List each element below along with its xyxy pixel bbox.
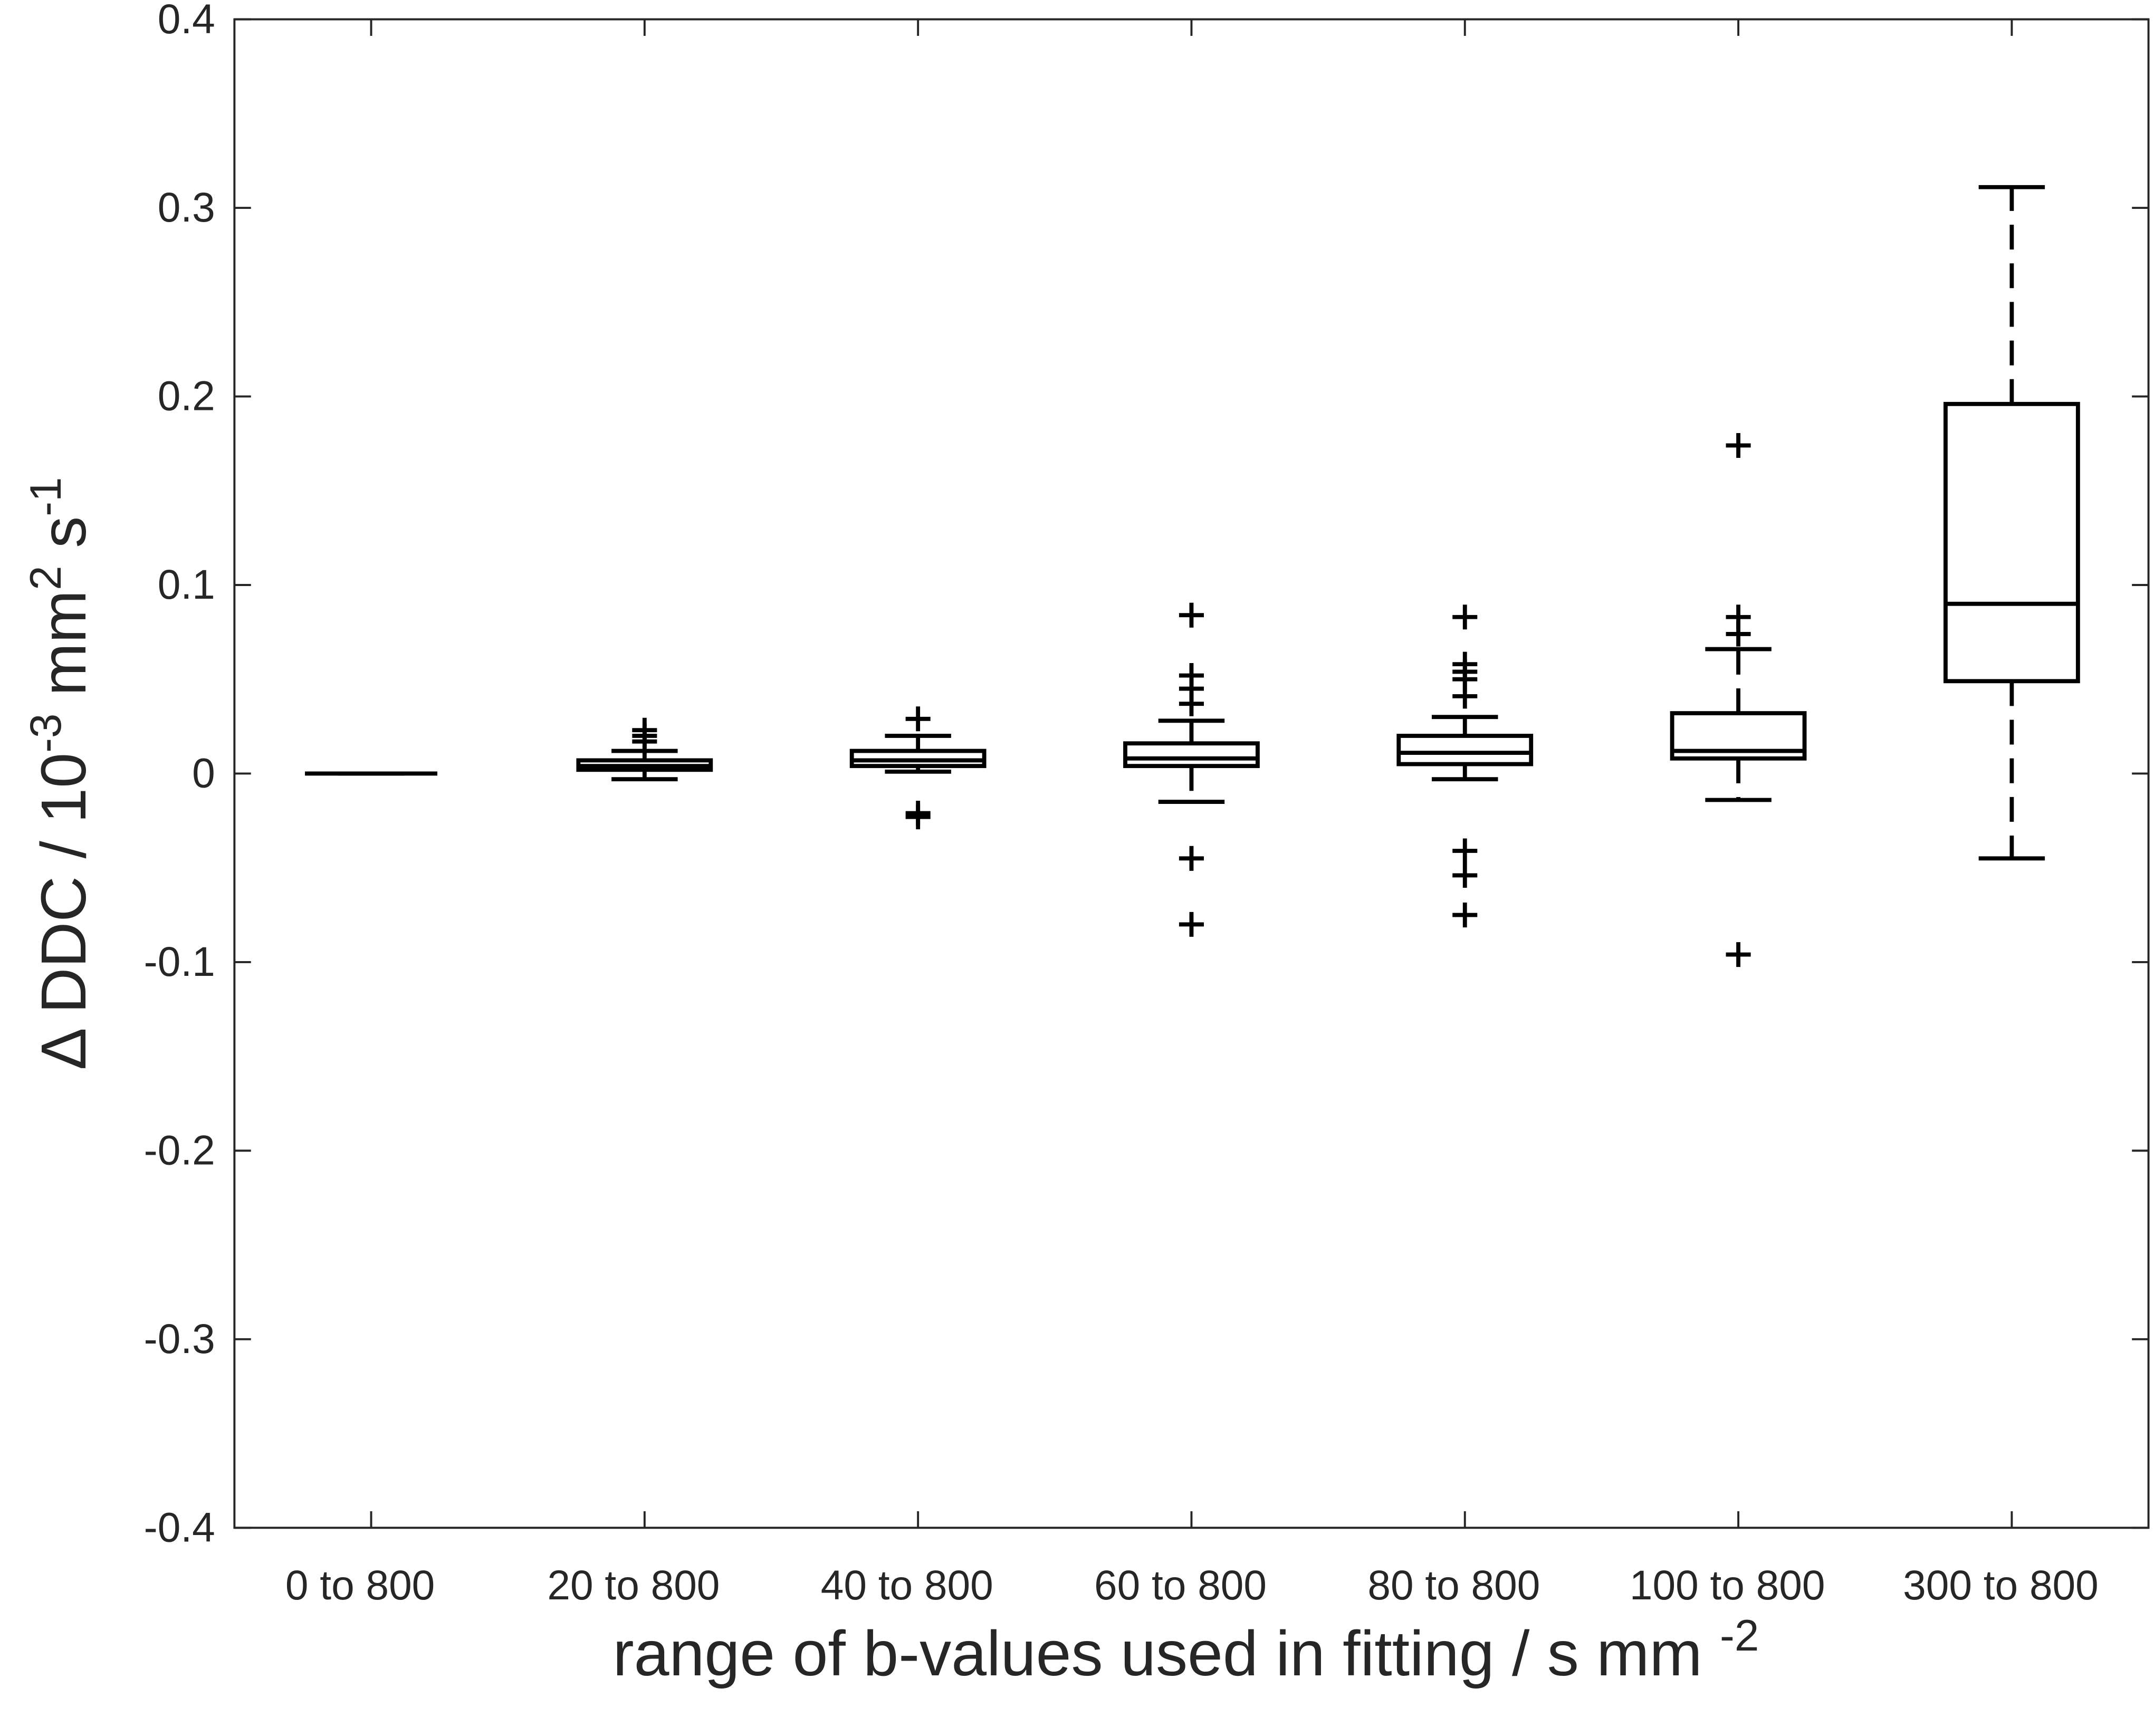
box bbox=[1396, 734, 1534, 766]
outlier bbox=[1452, 684, 1478, 709]
label-part: -2 bbox=[1720, 1610, 1759, 1660]
x-tick-label: 100 to 800 bbox=[1630, 1562, 1825, 1608]
label-part: -1 bbox=[21, 477, 70, 516]
x-axis-label: range of b-values used in fitting / s mm… bbox=[613, 1610, 1759, 1689]
label-part: Δ DDC / 10 bbox=[28, 753, 99, 1070]
y-tick-label: 0 bbox=[192, 750, 215, 797]
y-tick-label: 0.1 bbox=[158, 561, 215, 608]
x-tick-label: 300 to 800 bbox=[1903, 1562, 2099, 1608]
outlier bbox=[905, 706, 931, 732]
box bbox=[1670, 711, 1807, 761]
outlier bbox=[1179, 691, 1204, 716]
label-part: 2 bbox=[21, 565, 70, 590]
x-tick-label: 20 to 800 bbox=[547, 1562, 720, 1608]
outlier bbox=[1452, 862, 1478, 888]
x-tick-label: 80 to 800 bbox=[1367, 1562, 1540, 1608]
outlier bbox=[905, 804, 931, 830]
x-tick-label: 40 to 800 bbox=[821, 1562, 993, 1608]
y-tick-label: 0.3 bbox=[158, 184, 215, 231]
y-tick-label: -0.2 bbox=[144, 1127, 215, 1174]
x-tick-label: 0 to 800 bbox=[285, 1562, 435, 1608]
y-tick-label: -0.4 bbox=[144, 1504, 215, 1550]
outlier bbox=[1726, 942, 1751, 967]
y-tick-label: 0.4 bbox=[158, 0, 215, 42]
outlier bbox=[1179, 912, 1204, 937]
y-tick-label: -0.1 bbox=[144, 938, 215, 985]
label-part: range of b-values used in fitting / s mm bbox=[613, 1618, 1720, 1689]
outlier bbox=[1452, 903, 1478, 928]
y-tick-label: -0.3 bbox=[144, 1316, 215, 1362]
outlier bbox=[1452, 605, 1478, 630]
label-part: -3 bbox=[21, 714, 70, 753]
outlier bbox=[1179, 846, 1204, 871]
outlier bbox=[1452, 838, 1478, 864]
outlier bbox=[1726, 433, 1751, 458]
box bbox=[1123, 741, 1260, 769]
outlier bbox=[1726, 621, 1751, 647]
outlier bbox=[1179, 602, 1204, 628]
label-part: mm bbox=[28, 590, 99, 714]
y-axis-label: Δ DDC / 10-3 mm2 s-1 bbox=[21, 477, 99, 1070]
outlier bbox=[632, 729, 657, 754]
box bbox=[1943, 401, 2080, 684]
label-part: s bbox=[28, 516, 99, 566]
y-tick-label: 0.2 bbox=[158, 373, 215, 419]
x-tick-label: 60 to 800 bbox=[1094, 1562, 1267, 1608]
